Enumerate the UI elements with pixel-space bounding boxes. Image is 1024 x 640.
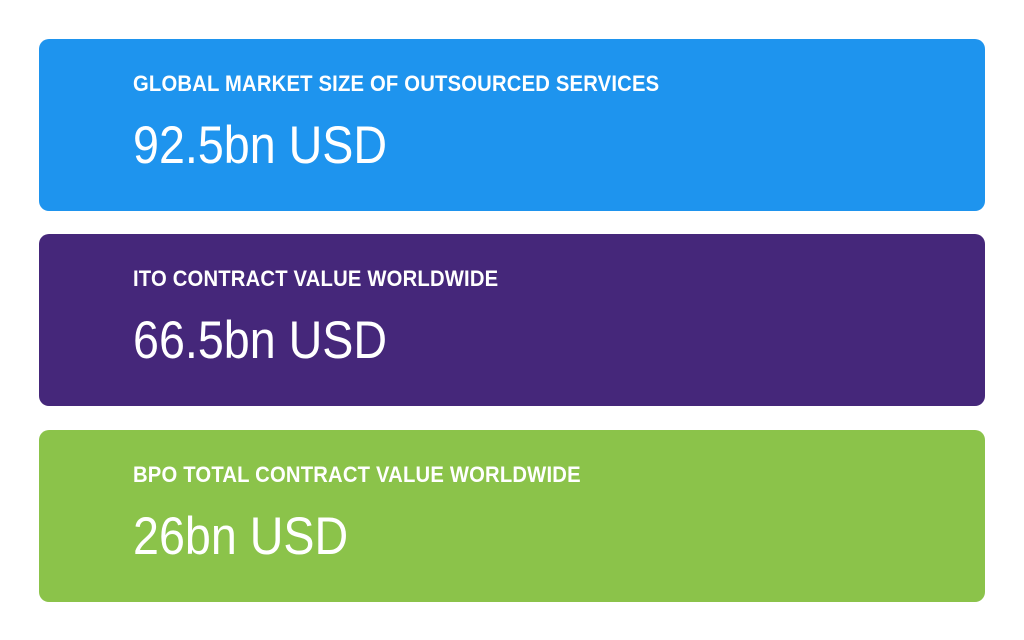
stat-card-global-market: GLOBAL MARKET SIZE OF OUTSOURCED SERVICE… bbox=[39, 39, 985, 211]
stat-card-label: BPO TOTAL CONTRACT VALUE WORLDWIDE bbox=[133, 462, 581, 487]
stat-card-ito-contract: ITO CONTRACT VALUE WORLDWIDE 66.5bn USD bbox=[39, 234, 985, 406]
stat-card-label: GLOBAL MARKET SIZE OF OUTSOURCED SERVICE… bbox=[133, 71, 660, 96]
stat-card-value: 66.5bn USD bbox=[133, 311, 388, 370]
stat-card-value: 92.5bn USD bbox=[133, 116, 388, 175]
stat-card-value: 26bn USD bbox=[133, 507, 349, 566]
stat-card-label: ITO CONTRACT VALUE WORLDWIDE bbox=[133, 266, 499, 291]
stat-card-bpo-contract: BPO TOTAL CONTRACT VALUE WORLDWIDE 26bn … bbox=[39, 430, 985, 602]
